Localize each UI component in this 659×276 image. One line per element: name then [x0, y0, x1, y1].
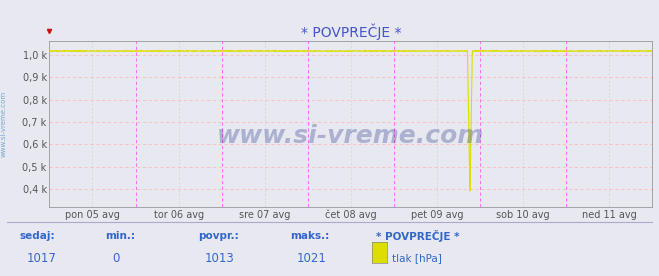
Text: sedaj:: sedaj:	[20, 231, 55, 241]
Text: www.si-vreme.com: www.si-vreme.com	[0, 91, 7, 157]
Text: www.si-vreme.com: www.si-vreme.com	[217, 124, 484, 148]
Text: min.:: min.:	[105, 231, 136, 241]
Text: tlak [hPa]: tlak [hPa]	[392, 253, 442, 263]
Text: * POVPREČJE *: * POVPREČJE *	[376, 230, 459, 242]
Text: 1013: 1013	[204, 251, 234, 265]
Text: 0: 0	[112, 251, 119, 265]
Text: 1017: 1017	[26, 251, 56, 265]
Text: 1021: 1021	[297, 251, 326, 265]
Text: povpr.:: povpr.:	[198, 231, 239, 241]
Text: maks.:: maks.:	[290, 231, 330, 241]
Title: * POVPREČJE *: * POVPREČJE *	[301, 24, 401, 40]
